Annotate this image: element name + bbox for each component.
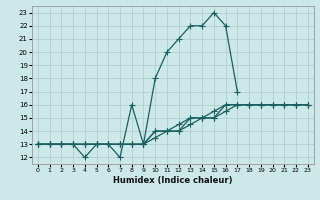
X-axis label: Humidex (Indice chaleur): Humidex (Indice chaleur) bbox=[113, 176, 233, 185]
